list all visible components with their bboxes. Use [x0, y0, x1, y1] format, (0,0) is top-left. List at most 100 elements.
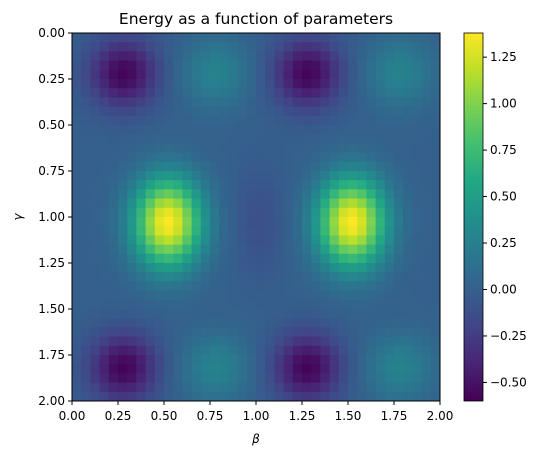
- heatmap-cell: [200, 152, 211, 163]
- heatmap-cell: [338, 226, 349, 236]
- heatmap-cell: [366, 69, 376, 80]
- heatmap-cell: [412, 336, 422, 347]
- heatmap-cell: [366, 382, 376, 393]
- heatmap-cell: [403, 115, 413, 126]
- heatmap-cell: [127, 336, 137, 347]
- heatmap-cell: [118, 125, 128, 135]
- heatmap-cell: [200, 125, 211, 135]
- heatmap-cell: [127, 125, 137, 135]
- heatmap-cell: [182, 263, 192, 273]
- heatmap-cell: [72, 364, 82, 374]
- heatmap-cell: [265, 235, 275, 245]
- heatmap-cell: [384, 382, 395, 393]
- heatmap-cell: [256, 207, 266, 218]
- heatmap-cell: [90, 355, 100, 365]
- heatmap-cell: [283, 253, 294, 264]
- heatmap-cell: [182, 198, 192, 209]
- heatmap-cell: [164, 143, 174, 153]
- heatmap-cell: [430, 309, 441, 319]
- heatmap-cell: [72, 79, 82, 89]
- heatmap-cell: [136, 125, 146, 135]
- heatmap-cell: [375, 355, 386, 365]
- heatmap-cell: [99, 152, 110, 163]
- heatmap-cell: [375, 106, 386, 117]
- heatmap-cell: [108, 161, 119, 172]
- heatmap-cell: [329, 69, 340, 80]
- heatmap-cell: [338, 161, 349, 172]
- heatmap-cell: [338, 244, 349, 255]
- heatmap-cell: [90, 79, 100, 89]
- heatmap-cell: [99, 226, 110, 236]
- heatmap-cell: [145, 309, 156, 319]
- heatmap-cell: [394, 152, 404, 163]
- heatmap-cell: [118, 290, 128, 301]
- heatmap-cell: [154, 51, 165, 61]
- heatmap-cell: [237, 207, 248, 218]
- heatmap-cell: [118, 327, 128, 337]
- heatmap-cell: [357, 33, 367, 43]
- y-tick-label: 1.50: [38, 302, 65, 316]
- heatmap-cell: [412, 263, 422, 273]
- heatmap-cell: [256, 42, 266, 52]
- heatmap-cell: [164, 382, 174, 393]
- heatmap-cell: [90, 125, 100, 135]
- heatmap-cell: [394, 373, 404, 383]
- heatmap-cell: [118, 253, 128, 264]
- heatmap-cell: [338, 217, 349, 227]
- heatmap-cell: [81, 373, 91, 383]
- heatmap-cell: [210, 244, 220, 255]
- heatmap-cell: [145, 336, 156, 347]
- heatmap-cell: [182, 143, 192, 153]
- heatmap-cell: [421, 189, 432, 199]
- heatmap-cell: [228, 336, 238, 347]
- heatmap-cell: [210, 309, 220, 319]
- heatmap-cell: [72, 327, 82, 337]
- heatmap-cell: [375, 309, 386, 319]
- heatmap-cell: [173, 106, 183, 117]
- heatmap-cell: [366, 106, 376, 117]
- x-tick-label: 0.75: [197, 409, 224, 423]
- heatmap-cell: [81, 60, 91, 71]
- heatmap-cell: [127, 382, 137, 393]
- heatmap-cell: [430, 125, 441, 135]
- heatmap-cell: [72, 207, 82, 218]
- heatmap-cell: [164, 327, 174, 337]
- heatmap-cell: [283, 373, 294, 383]
- heatmap-cell: [191, 143, 202, 153]
- heatmap-cell: [108, 263, 119, 273]
- heatmap-cell: [72, 318, 82, 328]
- heatmap-cell: [302, 373, 312, 383]
- heatmap-cell: [338, 290, 349, 301]
- heatmap-cell: [210, 318, 220, 328]
- heatmap-cell: [311, 355, 321, 365]
- heatmap-cell: [329, 272, 340, 282]
- heatmap-cell: [191, 345, 202, 356]
- heatmap-cell: [182, 345, 192, 356]
- heatmap-cell: [375, 115, 386, 126]
- heatmap-cell: [210, 391, 220, 402]
- heatmap-cell: [200, 281, 211, 291]
- heatmap-cell: [403, 318, 413, 328]
- heatmap-cell: [108, 309, 119, 319]
- heatmap-cell: [210, 152, 220, 163]
- heatmap-cell: [136, 299, 146, 310]
- heatmap-cell: [210, 79, 220, 89]
- heatmap-cell: [200, 143, 211, 153]
- heatmap-cell: [348, 143, 358, 153]
- heatmap-cell: [164, 42, 174, 52]
- heatmap-cell: [136, 235, 146, 245]
- heatmap-cell: [394, 327, 404, 337]
- heatmap-cell: [338, 189, 349, 199]
- heatmap-cell: [412, 364, 422, 374]
- heatmap-cell: [108, 244, 119, 255]
- heatmap-cell: [430, 161, 441, 172]
- heatmap-cell: [430, 180, 441, 190]
- heatmap-cell: [154, 97, 165, 107]
- heatmap-cell: [403, 263, 413, 273]
- heatmap-cell: [412, 235, 422, 245]
- heatmap-cell: [366, 364, 376, 374]
- heatmap-cell: [430, 253, 441, 264]
- heatmap-cell: [154, 391, 165, 402]
- heatmap-cell: [182, 115, 192, 126]
- heatmap-cell: [108, 391, 119, 402]
